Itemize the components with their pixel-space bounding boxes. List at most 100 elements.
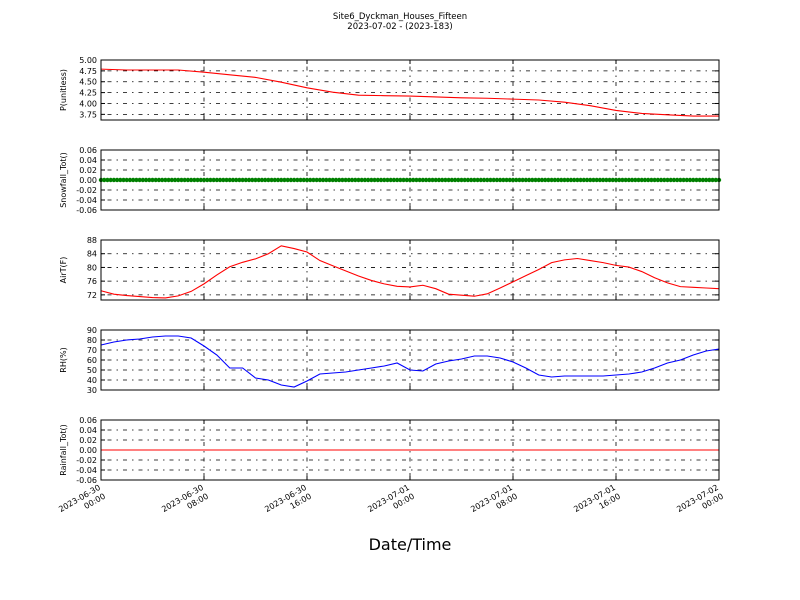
data-point — [243, 177, 249, 183]
axes-frame — [100, 239, 720, 301]
data-point — [597, 177, 603, 183]
data-point — [275, 177, 281, 183]
data-point — [346, 177, 352, 183]
data-point — [301, 177, 306, 183]
data-point — [391, 177, 397, 183]
data-point — [182, 177, 187, 183]
data-point — [172, 177, 178, 183]
data-point — [163, 177, 168, 183]
data-point — [504, 177, 509, 183]
data-point — [481, 177, 487, 183]
data-point — [565, 177, 570, 183]
data-point — [542, 177, 548, 183]
data-point — [147, 177, 152, 183]
data-point — [353, 177, 358, 183]
data-point — [414, 177, 419, 183]
data-point — [130, 177, 136, 183]
data-point — [623, 177, 628, 183]
y-axis-label: Rainfall_Tot() — [59, 424, 68, 476]
y-tick-label: 70 — [87, 346, 97, 355]
x-tick-label: 2023-07-0200:00 — [675, 483, 725, 523]
data-point — [629, 177, 635, 183]
x-axis-label: Date/Time — [369, 535, 452, 554]
data-point — [188, 177, 194, 183]
data-point — [233, 177, 239, 183]
data-point — [485, 177, 490, 183]
data-point — [617, 177, 622, 183]
x-tick-label: 2023-07-0100:00 — [366, 483, 416, 523]
y-tick-label: 4.00 — [79, 99, 97, 108]
y-tick-label: 0.00 — [79, 446, 97, 455]
data-point — [308, 177, 313, 183]
x-tick-label: 2023-06-3016:00 — [263, 483, 313, 523]
series-line-4 — [100, 335, 720, 388]
data-point — [658, 177, 664, 183]
data-point — [398, 177, 403, 183]
data-point — [539, 177, 545, 183]
data-point — [581, 177, 587, 183]
y-tick-label: 4.25 — [79, 89, 97, 98]
data-point — [546, 177, 551, 183]
data-point — [649, 177, 654, 183]
data-point — [710, 177, 715, 183]
y-tick-label: -0.04 — [76, 466, 97, 475]
y-tick-label: 0.04 — [79, 156, 97, 165]
data-point — [298, 177, 303, 183]
data-point — [559, 177, 564, 183]
data-point — [114, 177, 120, 183]
data-point — [588, 177, 593, 183]
data-point — [610, 177, 615, 183]
y-tick-label: 30 — [87, 386, 97, 395]
data-point — [246, 177, 252, 183]
data-point — [108, 177, 113, 183]
data-point — [549, 177, 554, 183]
data-point — [272, 177, 278, 183]
axes-frame — [100, 59, 720, 121]
data-point — [372, 177, 377, 183]
data-point — [250, 177, 255, 183]
axes-frame — [100, 419, 720, 481]
data-point — [555, 177, 561, 183]
data-point — [703, 177, 709, 183]
data-point — [510, 177, 516, 183]
data-point — [491, 177, 496, 183]
data-point — [645, 177, 651, 183]
data-point — [134, 177, 139, 183]
chart-title: Site6_Dyckman_Houses_Fifteen — [333, 12, 467, 22]
data-point — [388, 177, 393, 183]
data-point — [327, 177, 332, 183]
data-point — [285, 177, 290, 183]
y-axis-label: P(unitless) — [59, 69, 68, 111]
y-tick-label: 0.06 — [79, 416, 97, 425]
axes-frame — [100, 329, 720, 391]
data-point — [604, 177, 609, 183]
axes-frame — [100, 149, 720, 211]
data-point — [626, 177, 632, 183]
data-point — [700, 177, 706, 183]
series-line-3 — [100, 245, 720, 299]
data-point — [697, 177, 702, 183]
data-point — [514, 177, 519, 183]
data-point — [369, 177, 374, 183]
data-point — [382, 177, 387, 183]
y-tick-label: -0.04 — [76, 196, 97, 205]
data-point — [468, 177, 474, 183]
data-point — [488, 177, 493, 183]
data-point — [214, 177, 220, 183]
data-point — [356, 177, 361, 183]
data-point — [340, 177, 345, 183]
data-point — [655, 177, 661, 183]
data-point — [436, 177, 442, 183]
data-point — [237, 177, 242, 183]
data-point — [613, 177, 619, 183]
data-point — [713, 177, 718, 183]
x-tick-label: 2023-06-3000:00 — [57, 483, 107, 523]
series-markers — [98, 177, 722, 183]
data-point — [105, 177, 110, 183]
data-point — [140, 177, 146, 183]
data-point — [526, 177, 532, 183]
data-point — [230, 177, 236, 183]
data-point — [674, 177, 680, 183]
x-tick-label: 2023-07-0116:00 — [572, 483, 622, 523]
